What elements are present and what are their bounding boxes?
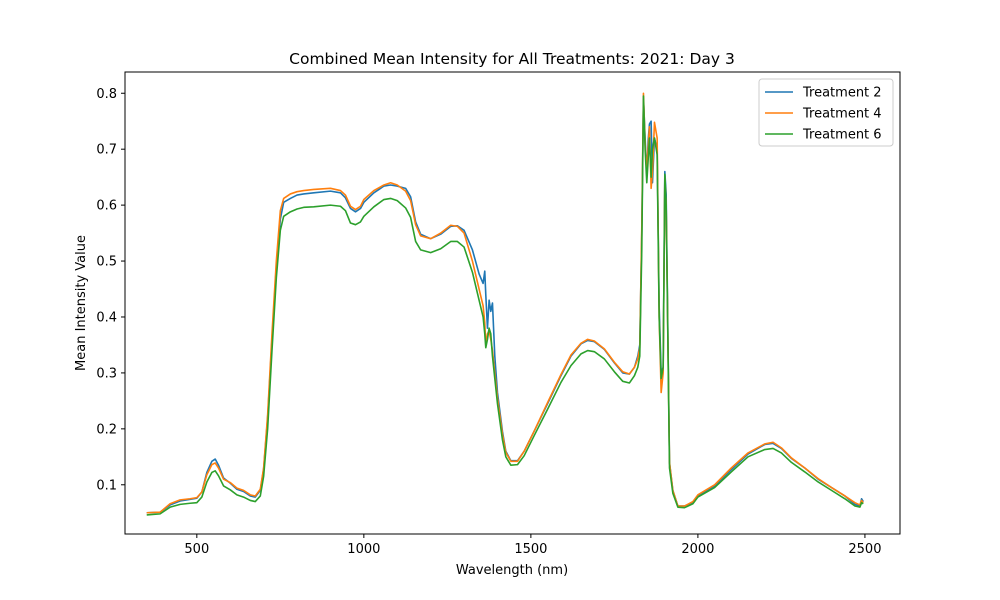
legend-items: Treatment 2 Treatment 4 Treatment 6 xyxy=(765,86,882,143)
series-line-3 xyxy=(146,95,864,516)
legend-box xyxy=(758,78,894,147)
y-tick-label: 0.4 xyxy=(96,310,117,325)
chart-title: Combined Mean Intensity for All Treatmen… xyxy=(289,50,735,68)
y-tick-label: 0.8 xyxy=(96,87,117,102)
y-tick-label: 0.7 xyxy=(96,143,117,158)
y-tick-label: 0.2 xyxy=(96,422,117,437)
x-axis-label: Wavelength (nm) xyxy=(456,563,568,578)
y-tick-label: 0.6 xyxy=(96,199,117,214)
y-axis-label: Mean Intensity Value xyxy=(74,235,89,371)
legend-label-2: Treatment 4 xyxy=(802,107,882,122)
y-tick-label: 0.3 xyxy=(96,366,117,381)
series-layer xyxy=(146,92,864,516)
x-tick-label: 2000 xyxy=(681,542,714,557)
x-axis: 500 1000 1500 2000 2500 xyxy=(184,534,881,557)
x-tick-label: 500 xyxy=(184,542,209,557)
y-axis: 0.1 0.2 0.3 0.4 0.5 0.6 0.7 0.8 xyxy=(96,87,125,493)
x-tick-label: 1500 xyxy=(514,542,547,557)
x-tick-label: 1000 xyxy=(347,542,380,557)
plot-frame xyxy=(124,71,901,535)
legend-label-1: Treatment 2 xyxy=(802,86,882,101)
y-tick-label: 0.1 xyxy=(96,478,117,493)
x-tick-label: 2500 xyxy=(848,542,881,557)
legend-label-3: Treatment 6 xyxy=(802,128,882,143)
legend: Treatment 2 Treatment 4 Treatment 6 xyxy=(758,78,894,147)
y-tick-label: 0.5 xyxy=(96,255,117,270)
